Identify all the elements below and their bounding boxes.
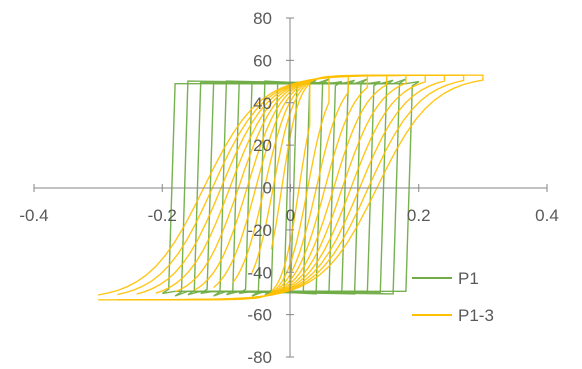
series-p1-loop-10 (161, 80, 420, 295)
legend: P1 P1-3 (412, 269, 494, 325)
y-tick-label: 0 (263, 179, 272, 198)
y-tick-label: 20 (253, 136, 272, 155)
y-tick-label: -60 (247, 306, 272, 325)
series-p1-3 (97, 74, 484, 301)
x-tick-label: 0.4 (535, 206, 559, 225)
series-p1-3-loop-1 (270, 81, 311, 293)
x-tick-label: 0.2 (407, 206, 431, 225)
y-axis-ticks: 80 60 40 20 0 -20 -40 -60 -80 (247, 9, 294, 367)
y-tick-label: -40 (247, 263, 272, 282)
series-p1-3-loop-2 (251, 75, 330, 300)
legend-label-p1: P1 (458, 269, 479, 288)
y-tick-label: -20 (247, 221, 272, 240)
x-axis-ticks: -0.4 -0.2 0 0.2 0.4 (19, 184, 559, 225)
x-tick-label: -0.4 (19, 206, 48, 225)
y-tick-label: -80 (247, 348, 272, 367)
y-tick-label: 80 (253, 9, 272, 28)
x-tick-label: 0 (286, 206, 295, 225)
y-tick-label: 40 (253, 94, 272, 113)
legend-label-p1-3: P1-3 (458, 306, 494, 325)
x-tick-label: -0.2 (148, 206, 177, 225)
plot-area (97, 74, 484, 301)
series-p1-3-loop-10 (97, 74, 484, 301)
y-tick-label: 60 (253, 51, 272, 70)
